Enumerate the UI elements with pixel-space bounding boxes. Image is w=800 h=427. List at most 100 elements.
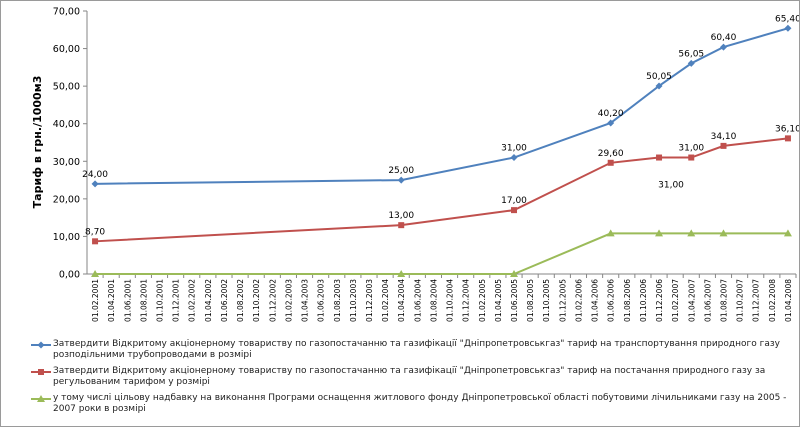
x-tick-label: 01.12.2005: [558, 279, 567, 322]
data-point: [719, 43, 727, 51]
data-point: [607, 159, 614, 166]
y-tick-label: 70,00: [53, 7, 80, 18]
data-point: [719, 229, 728, 237]
data-label: 24,00: [82, 170, 108, 180]
x-tick-label: 01.08.2002: [236, 279, 245, 322]
x-tick-label: 01.10.2002: [252, 279, 261, 322]
x-tick-label: 01.06.2001: [123, 279, 132, 322]
data-point: [655, 229, 664, 237]
x-tick-label: 01.02.2004: [381, 279, 390, 322]
x-tick-label: 01.04.2006: [591, 279, 600, 322]
x-tick-label: 01.12.2006: [655, 279, 664, 322]
x-tick-label: 01.02.2007: [671, 279, 680, 322]
series-line: [95, 232, 788, 275]
y-tick-label: 50,00: [53, 82, 80, 93]
legend-item: Затвердити Відкритому акціонерному товар…: [31, 339, 791, 361]
x-tick-label: 01.08.2006: [623, 279, 632, 322]
data-point: [784, 24, 792, 32]
data-point: [510, 270, 519, 277]
x-tick-label: 01.04.2004: [397, 279, 406, 322]
x-tick-label: 01.12.2007: [752, 279, 761, 322]
data-point: [397, 270, 406, 277]
data-point: [511, 207, 518, 214]
x-tick-label: 01.12.2002: [268, 279, 277, 322]
data-point: [397, 176, 405, 184]
x-tick-label: 01.08.2007: [719, 279, 728, 322]
x-tick-label: 01.10.2005: [542, 279, 551, 322]
series-1: 24,00 25,00 31,00 40,20 50,05 56,05 60,40 65,40: [82, 14, 799, 188]
data-point: [91, 270, 100, 277]
x-tick-label: 01.04.2003: [301, 279, 310, 322]
data-label: 29,60: [598, 149, 624, 159]
x-tick-label: 01.04.2002: [204, 279, 213, 322]
data-label: 31,00: [501, 144, 527, 154]
data-label: 60,40: [711, 33, 737, 43]
chart-legend: Затвердити Відкритому акціонерному товар…: [31, 339, 791, 420]
y-tick-label: 10,00: [53, 232, 80, 243]
series-line: [95, 27, 789, 185]
y-tick-label: 20,00: [53, 194, 80, 205]
data-label: 31,00: [678, 144, 704, 154]
legend-swatch: [31, 369, 51, 375]
x-tick-label: 01.10.2004: [446, 279, 455, 322]
x-tick-label: 01.10.2003: [349, 279, 358, 322]
x-tick-label: 01.06.2005: [510, 279, 519, 322]
data-label: 36,10: [775, 124, 799, 134]
data-label: 8,70: [85, 227, 105, 237]
data-point: [783, 229, 792, 237]
x-tick-label: 01.06.2006: [607, 279, 616, 322]
y-tick-label: 40,00: [53, 119, 80, 130]
data-point: [784, 135, 791, 142]
legend-item: Затвердити Відкритому акціонерному товар…: [31, 366, 791, 388]
series-line: [95, 137, 789, 243]
data-label: 13,00: [388, 211, 414, 221]
x-tick-label: 01.04.2001: [107, 279, 116, 322]
y-tick-label: 30,00: [53, 157, 80, 168]
legend-item: у тому числі цільову надбавку на виконан…: [31, 393, 791, 415]
legend-swatch: [31, 395, 51, 402]
data-label: 56,05: [678, 49, 704, 59]
data-label: 31,00: [658, 181, 684, 191]
data-label: 40,20: [598, 109, 624, 119]
x-tick-label: 01.04.2007: [687, 279, 696, 322]
x-tick-label: 01.08.2005: [526, 279, 535, 322]
series-3: [91, 229, 792, 277]
x-tick-label: 01.08.2001: [139, 279, 148, 322]
x-tick-label: 01.12.2003: [365, 279, 374, 322]
x-tick-label: 01.02.2005: [478, 279, 487, 322]
data-label: 34,10: [711, 132, 737, 142]
data-label: 65,40: [775, 14, 799, 24]
x-tick-label: 01.02.2006: [574, 279, 583, 322]
y-tick-label: 60,00: [53, 44, 80, 55]
x-tick-label: 01.02.2008: [768, 279, 777, 322]
data-label: 25,00: [388, 166, 414, 176]
legend-swatch: [31, 341, 51, 349]
x-tick-label: 01.06.2007: [703, 279, 712, 322]
data-point: [688, 154, 695, 161]
x-tick-label: 01.08.2003: [333, 279, 342, 322]
y-tick-label: 0,00: [59, 270, 80, 281]
x-tick-label: 01.02.2001: [91, 279, 100, 322]
data-point: [656, 154, 663, 161]
line-chart: Тариф в грн./1000м3 0,00 10,00 20,00 30,00 4…: [31, 7, 799, 322]
x-tick-label: 01.12.2001: [172, 279, 181, 322]
data-point: [92, 238, 99, 245]
data-label: 17,00: [501, 196, 527, 206]
data-point: [510, 154, 518, 162]
x-tick-label: 01.06.2002: [220, 279, 229, 322]
x-tick-label: 01.06.2004: [413, 279, 422, 322]
data-point: [606, 229, 615, 237]
x-tick-label: 01.10.2006: [639, 279, 648, 322]
x-tick-label: 01.12.2004: [462, 279, 471, 322]
x-tick-label: 01.10.2001: [156, 279, 165, 322]
series-2: 8,70 13,00 17,00 29,60 31,00 34,10 36,10: [85, 124, 799, 245]
x-tick-label: 01.08.2004: [429, 279, 438, 322]
x-tick-label: 01.02.2002: [188, 279, 197, 322]
legend-label: Затвердити Відкритому акціонерному товар…: [53, 366, 766, 387]
x-tick-label: 01.04.2008: [784, 279, 793, 322]
data-point: [91, 180, 99, 188]
data-point: [398, 222, 405, 229]
legend-label: у тому числі цільову надбавку на виконан…: [53, 393, 787, 414]
data-point: [687, 229, 696, 237]
